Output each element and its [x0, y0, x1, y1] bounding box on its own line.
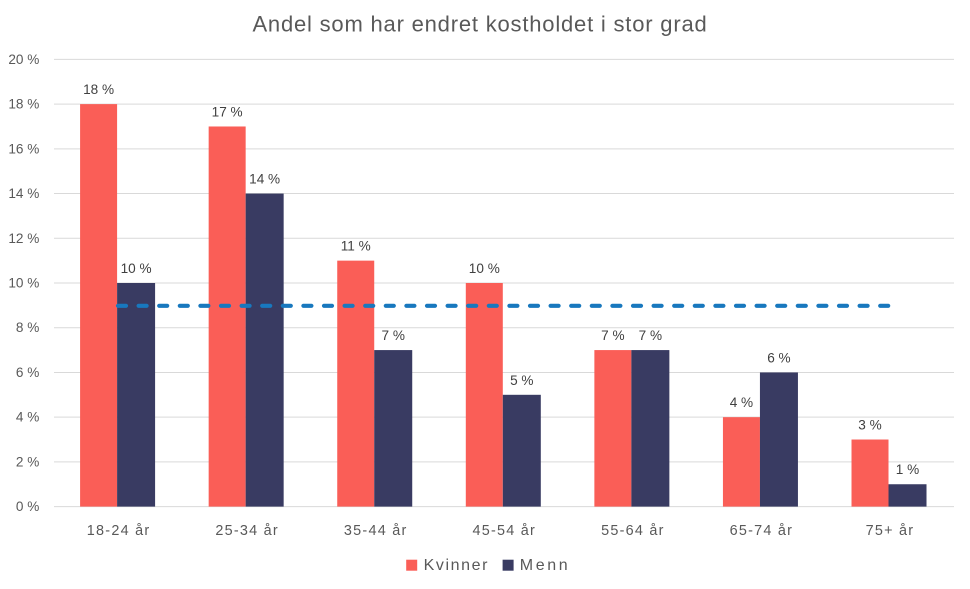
svg-text:6 %: 6 %: [767, 350, 790, 365]
svg-text:10 %: 10 %: [8, 276, 39, 291]
svg-text:Menn: Menn: [520, 557, 570, 574]
svg-text:16 %: 16 %: [8, 141, 39, 156]
svg-text:8 %: 8 %: [16, 320, 39, 335]
svg-text:45-54 år: 45-54 år: [472, 523, 536, 539]
svg-text:14 %: 14 %: [8, 186, 39, 201]
svg-text:18 %: 18 %: [8, 97, 39, 112]
svg-text:14 %: 14 %: [249, 172, 280, 187]
svg-text:Andel som har endret kostholde: Andel som har endret kostholdet i stor g…: [252, 12, 707, 37]
svg-text:7 %: 7 %: [601, 328, 624, 343]
svg-text:3 %: 3 %: [858, 418, 881, 433]
svg-text:65-74 år: 65-74 år: [730, 523, 794, 539]
svg-text:6 %: 6 %: [16, 365, 39, 380]
svg-text:0 %: 0 %: [16, 499, 39, 514]
svg-text:25-34 år: 25-34 år: [215, 523, 279, 539]
svg-text:12 %: 12 %: [8, 231, 39, 246]
svg-text:7 %: 7 %: [382, 328, 405, 343]
svg-text:11 %: 11 %: [341, 239, 371, 254]
svg-text:75+ år: 75+ år: [866, 523, 915, 539]
svg-text:10 %: 10 %: [469, 261, 500, 276]
svg-text:4 %: 4 %: [730, 395, 753, 410]
svg-text:35-44 år: 35-44 år: [344, 523, 408, 539]
svg-text:55-64 år: 55-64 år: [601, 523, 665, 539]
svg-text:18 %: 18 %: [83, 82, 114, 97]
svg-text:1 %: 1 %: [896, 462, 919, 477]
svg-text:10 %: 10 %: [121, 261, 152, 276]
svg-text:20 %: 20 %: [8, 52, 39, 67]
svg-text:7 %: 7 %: [639, 328, 662, 343]
svg-text:2 %: 2 %: [16, 454, 39, 469]
svg-text:Kvinner: Kvinner: [424, 557, 489, 574]
svg-text:17 %: 17 %: [212, 104, 243, 119]
svg-text:5 %: 5 %: [510, 373, 533, 388]
svg-text:4 %: 4 %: [16, 410, 39, 425]
svg-text:18-24 år: 18-24 år: [87, 523, 151, 539]
